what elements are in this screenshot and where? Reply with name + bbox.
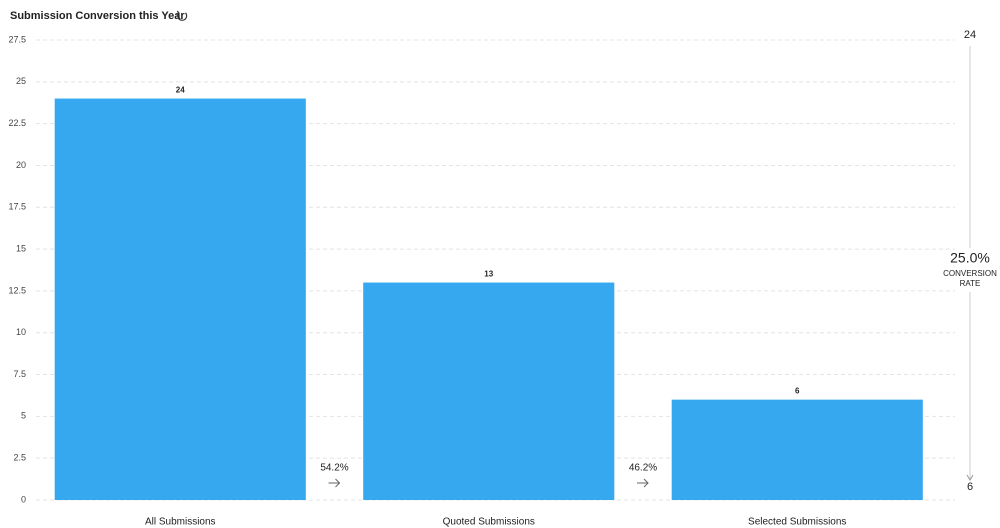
funnel-bottom: 6 — [967, 481, 973, 493]
conversion-label: RATE — [960, 279, 981, 288]
refresh-icon[interactable] — [176, 10, 188, 21]
value-label: 24 — [176, 86, 185, 95]
y-tick-label: 15 — [16, 243, 26, 253]
y-tick-label: 25 — [16, 76, 26, 86]
y-tick-label: 7.5 — [13, 369, 26, 379]
conversion-label: CONVERSION — [943, 269, 997, 278]
rate-backdrop — [935, 248, 1000, 292]
y-tick-label: 20 — [16, 160, 26, 170]
value-label: 6 — [795, 387, 800, 396]
refresh-arrow — [176, 10, 180, 15]
y-tick-label: 2.5 — [13, 453, 26, 463]
conversion-rate: 25.0% — [950, 250, 990, 266]
value-label: 13 — [484, 270, 493, 279]
chart-title: Submission Conversion this Year — [10, 10, 185, 22]
funnel-top: 24 — [964, 29, 976, 41]
y-tick-label: 22.5 — [8, 118, 26, 128]
x-tick-label: All Submissions — [145, 517, 216, 528]
y-tick-label: 12.5 — [8, 285, 26, 295]
refresh-arc — [177, 12, 188, 21]
bar — [54, 98, 306, 500]
y-tick-label: 10 — [16, 327, 26, 337]
step-conversion: 46.2% — [629, 463, 657, 474]
bar — [363, 282, 615, 500]
bar — [671, 399, 923, 500]
x-tick-label: Quoted Submissions — [443, 517, 535, 528]
y-tick-label: 5 — [21, 411, 26, 421]
x-tick-label: Selected Submissions — [748, 517, 846, 528]
y-tick-label: 17.5 — [8, 202, 26, 212]
y-tick-label: 0 — [21, 494, 26, 504]
step-arrow — [637, 478, 649, 488]
y-tick-label: 27.5 — [8, 34, 26, 44]
step-arrow — [328, 478, 341, 488]
funnel-arrow — [966, 474, 974, 481]
step-conversion: 54.2% — [320, 463, 348, 474]
